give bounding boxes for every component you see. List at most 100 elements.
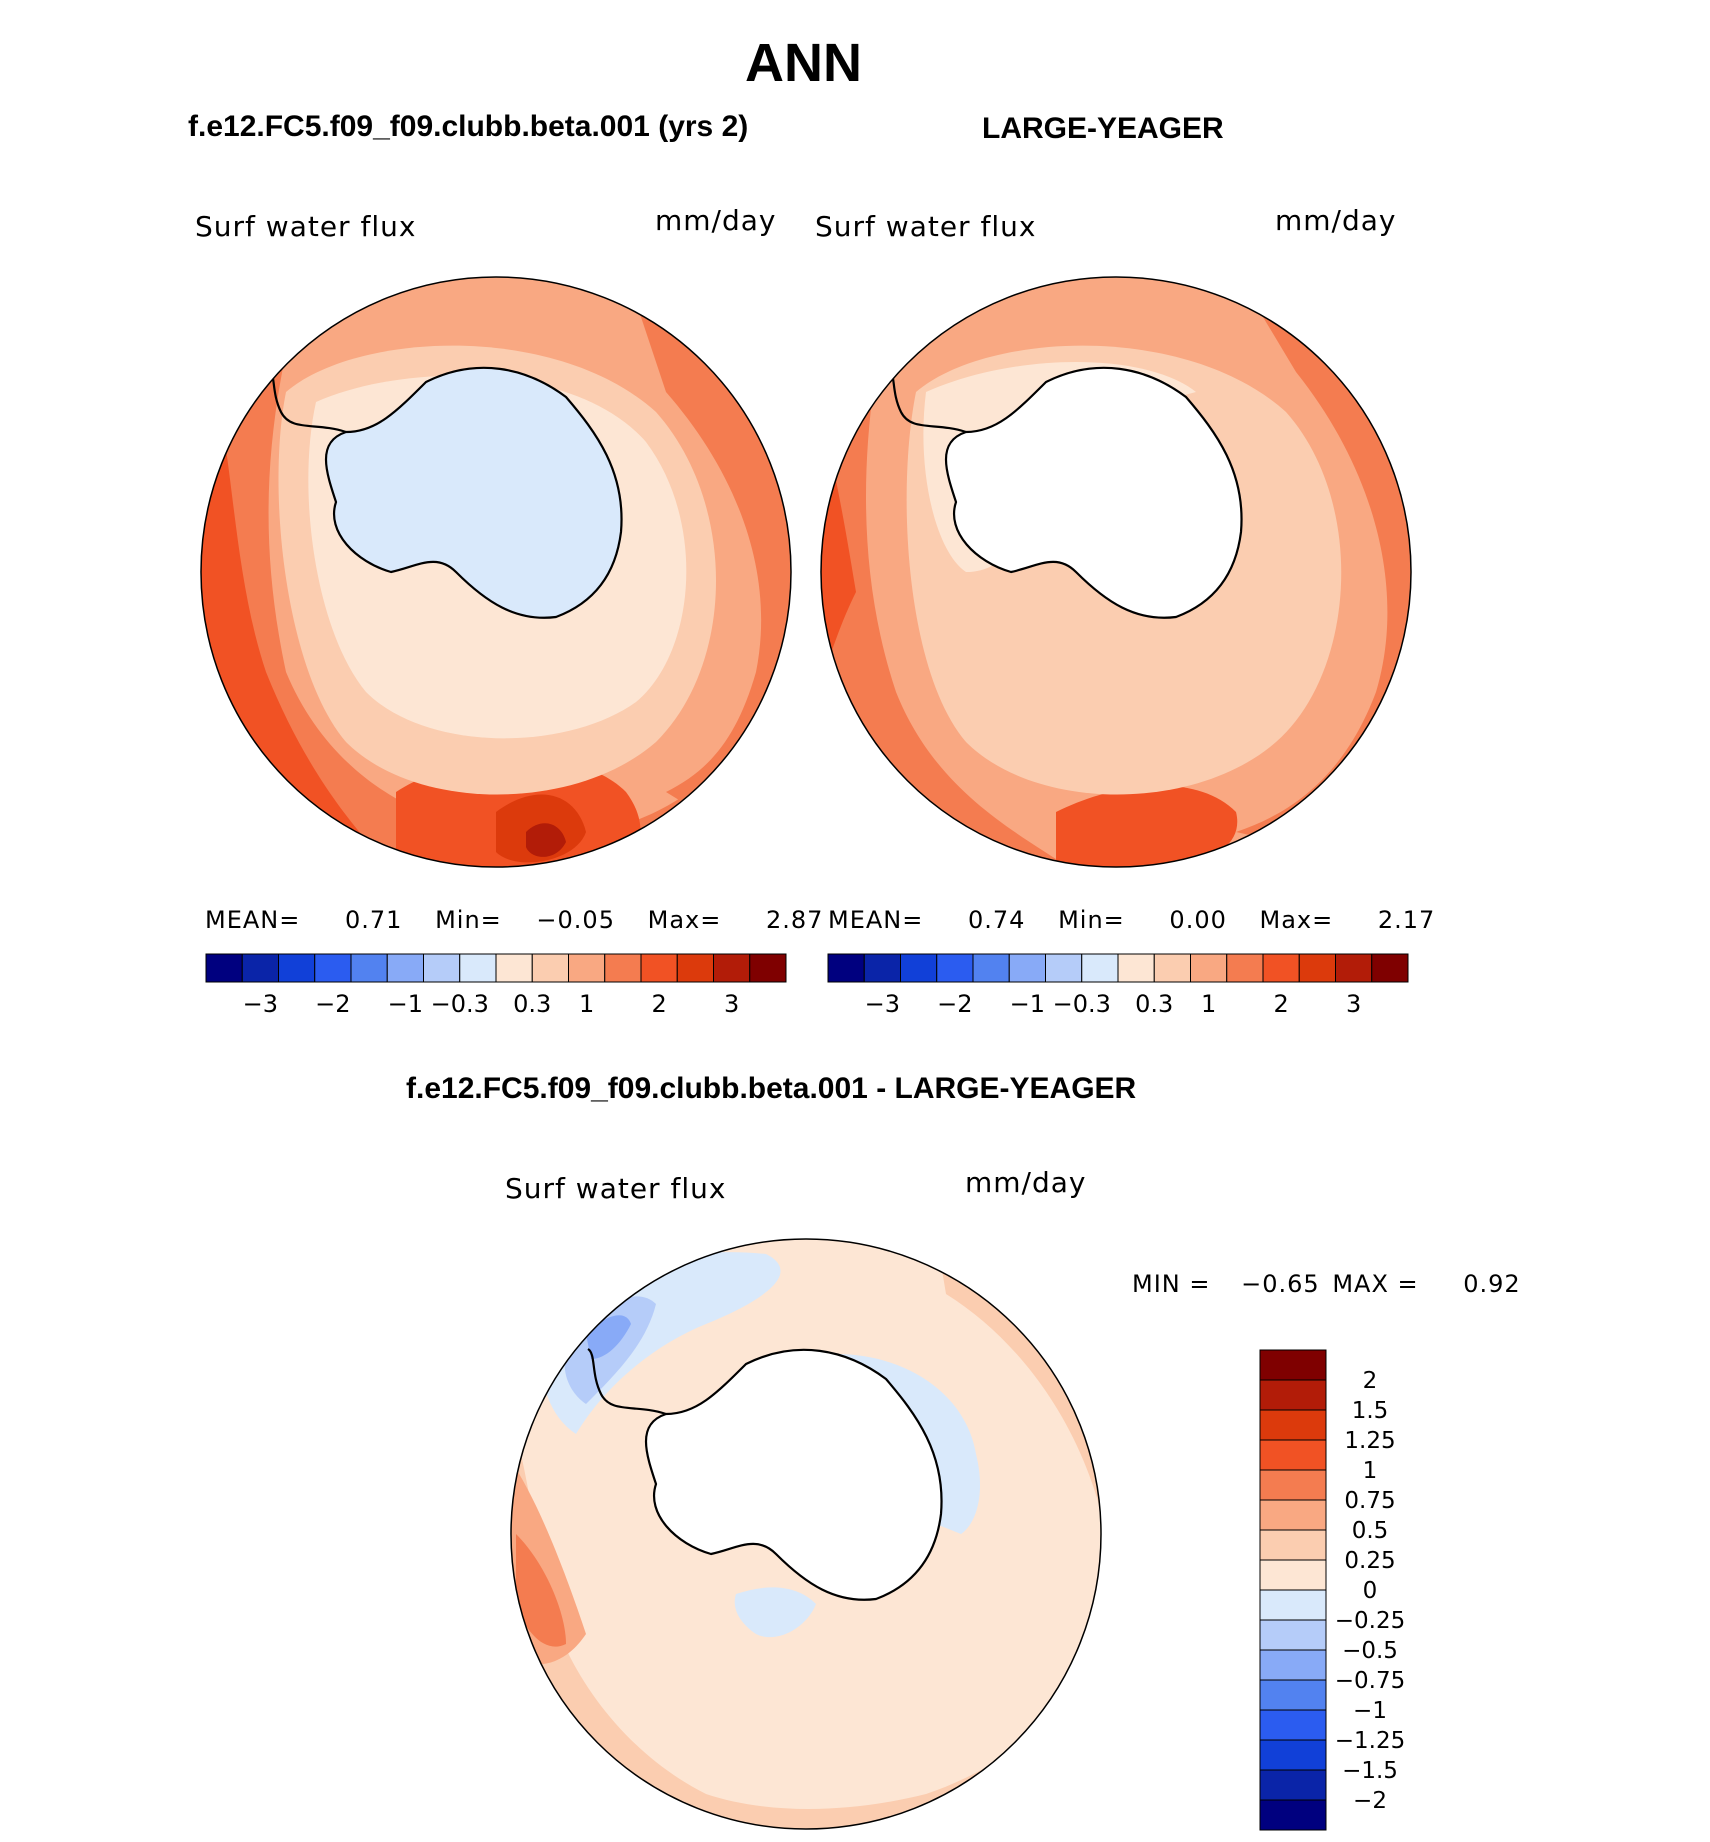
- right-colorbar-swatch: [1045, 953, 1083, 983]
- right-mean-label: MEAN=: [828, 906, 924, 934]
- right-units-label: mm/day: [1275, 204, 1397, 237]
- right-antarctica: [946, 367, 1242, 618]
- left-colorbar-swatch: [241, 953, 279, 983]
- diff-min-label: MIN =: [1132, 1270, 1211, 1298]
- left-colorbar-tick-label: −2: [315, 990, 350, 1018]
- right-colorbar-swatch: [1008, 953, 1046, 983]
- diff-negative-east-ring: [786, 1354, 981, 1534]
- left-colorbar-tick-label: 3: [724, 990, 739, 1018]
- right-colorbar-swatch: [972, 953, 1010, 983]
- diff-colorbar-swatch: [1259, 1709, 1327, 1741]
- left-colorbar-tick-label: −3: [243, 990, 278, 1018]
- left-colorbar-swatch: [676, 953, 714, 983]
- right-colorbar-swatch: [1262, 953, 1300, 983]
- right-colorbar-swatch: [827, 953, 865, 983]
- right-colorbar-tick-label: 0.3: [1135, 990, 1173, 1018]
- diff-colorbar-tick-label: 1: [1363, 1458, 1378, 1484]
- left-antarctica: [326, 367, 622, 618]
- right-colorbar-tick-label: 3: [1346, 990, 1361, 1018]
- left-colorbar-swatch: [350, 953, 388, 983]
- right-colorbar-swatch: [1371, 953, 1409, 983]
- left-mean-value: 0.71: [345, 906, 403, 934]
- diff-colorbar-tick-label: −1.5: [1342, 1758, 1398, 1784]
- left-colorbar-swatch: [531, 953, 569, 983]
- diff-colorbar-swatch: [1259, 1529, 1327, 1561]
- left-max-value: 2.87: [765, 906, 824, 934]
- diff-colorbar-tick-label: −2: [1353, 1788, 1387, 1814]
- right-colorbar-swatch: [1081, 953, 1119, 983]
- diff-max-value: 0.92: [1463, 1270, 1521, 1298]
- panel-right-title: LARGE-YEAGER: [982, 112, 1224, 145]
- right-colorbar-tick-label: −3: [865, 990, 900, 1018]
- diff-colorbar-tick-label: −1: [1353, 1698, 1387, 1724]
- diff-colorbar-swatch: [1259, 1739, 1327, 1771]
- left-colorbar-swatch: [604, 953, 642, 983]
- right-colorbar-swatch: [1335, 953, 1373, 983]
- right-colorbar-swatch: [1190, 953, 1228, 983]
- diff-colorbar-swatch: [1259, 1379, 1327, 1411]
- diff-max-label: MAX =: [1332, 1270, 1419, 1298]
- difference-colorbar: 2 1.5 1.25 1 0.75 0.5 0.25 0 −0.25 −0.5 −0.75 −1 −1.…: [1259, 1349, 1405, 1831]
- diff-units-label: mm/day: [965, 1166, 1087, 1199]
- diff-colorbar-swatch: [1259, 1589, 1327, 1621]
- diff-colorbar-swatch: [1259, 1409, 1327, 1441]
- diff-colorbar-tick-label: −0.25: [1335, 1608, 1405, 1634]
- left-colorbar-tick-label: 2: [651, 990, 666, 1018]
- left-colorbar-tick-label: −0.3: [431, 990, 489, 1018]
- right-colorbar-swatch: [900, 953, 938, 983]
- right-polar-map: [820, 276, 1412, 868]
- difference-title: f.e12.FC5.f09_f09.clubb.beta.001 - LARGE…: [406, 1072, 1137, 1105]
- diff-colorbar-tick-label: 0: [1363, 1578, 1378, 1604]
- diff-colorbar-swatch: [1259, 1499, 1327, 1531]
- right-colorbar-swatch: [1226, 953, 1264, 983]
- right-colorbar: −3 −2 −1 −0.3 0.3 1 2 3: [827, 953, 1409, 1018]
- diff-colorbar-swatch: [1259, 1559, 1327, 1591]
- right-colorbar-tick-label: −0.3: [1053, 990, 1111, 1018]
- diff-colorbar-swatch: [1259, 1469, 1327, 1501]
- left-colorbar-tick-label: 0.3: [513, 990, 551, 1018]
- diff-colorbar-tick-label: −0.75: [1335, 1668, 1405, 1694]
- diff-colorbar-tick-label: 2: [1363, 1368, 1378, 1394]
- right-colorbar-swatch: [1298, 953, 1336, 983]
- diff-min-value: −0.65: [1241, 1270, 1320, 1298]
- left-colorbar-swatch: [749, 953, 787, 983]
- right-min-label: Min=: [1058, 906, 1125, 934]
- diff-colorbar-tick-label: 1.25: [1344, 1428, 1395, 1454]
- right-min-value: 0.00: [1169, 906, 1227, 934]
- left-polar-map: [200, 276, 792, 868]
- diff-colorbar-swatch: [1259, 1649, 1327, 1681]
- left-variable-label: Surf water flux: [195, 210, 417, 243]
- right-outer-ring-west: [821, 277, 1076, 867]
- right-colorbar-swatch: [936, 953, 974, 983]
- right-colorbar-swatch: [1153, 953, 1191, 983]
- left-colorbar-swatch: [278, 953, 316, 983]
- left-colorbar: −3 −2 −1 −0.3 0.3 1 2 3: [205, 953, 787, 1018]
- diff-stats: MIN = −0.65 MAX = 0.92: [1132, 1270, 1521, 1298]
- right-colorbar-tick-label: −1: [1010, 990, 1045, 1018]
- left-min-value: −0.05: [536, 906, 615, 934]
- left-colorbar-swatch: [568, 953, 606, 983]
- diff-colorbar-swatch: [1259, 1619, 1327, 1651]
- diff-west-core: [516, 1534, 566, 1647]
- right-max-value: 2.17: [1377, 906, 1436, 934]
- right-strong-band-south: [1056, 785, 1238, 867]
- right-stats: MEAN= 0.74 Min= 0.00 Max= 2.17: [828, 906, 1435, 934]
- right-colorbar-swatch: [863, 953, 901, 983]
- right-colorbar-swatch: [1117, 953, 1155, 983]
- left-units-label: mm/day: [655, 204, 777, 237]
- diff-colorbar-swatch: [1259, 1799, 1327, 1831]
- diff-colorbar-tick-label: 0.75: [1344, 1488, 1395, 1514]
- left-max-spot: [526, 823, 566, 857]
- left-antarctica-coastline: [324, 366, 623, 619]
- left-colorbar-swatch: [423, 953, 461, 983]
- diff-colorbar-tick-label: 1.5: [1352, 1398, 1389, 1424]
- left-colorbar-swatch: [640, 953, 678, 983]
- right-colorbar-tick-label: −2: [937, 990, 972, 1018]
- left-stats: MEAN= 0.71 Min= −0.05 Max= 2.87: [205, 906, 823, 934]
- right-max-label: Max=: [1259, 906, 1334, 934]
- left-colorbar-swatch: [386, 953, 424, 983]
- left-colorbar-swatch: [713, 953, 751, 983]
- right-colorbar-tick-label: 1: [1201, 990, 1216, 1018]
- left-colorbar-swatch: [314, 953, 352, 983]
- diff-colorbar-swatch: [1259, 1769, 1327, 1801]
